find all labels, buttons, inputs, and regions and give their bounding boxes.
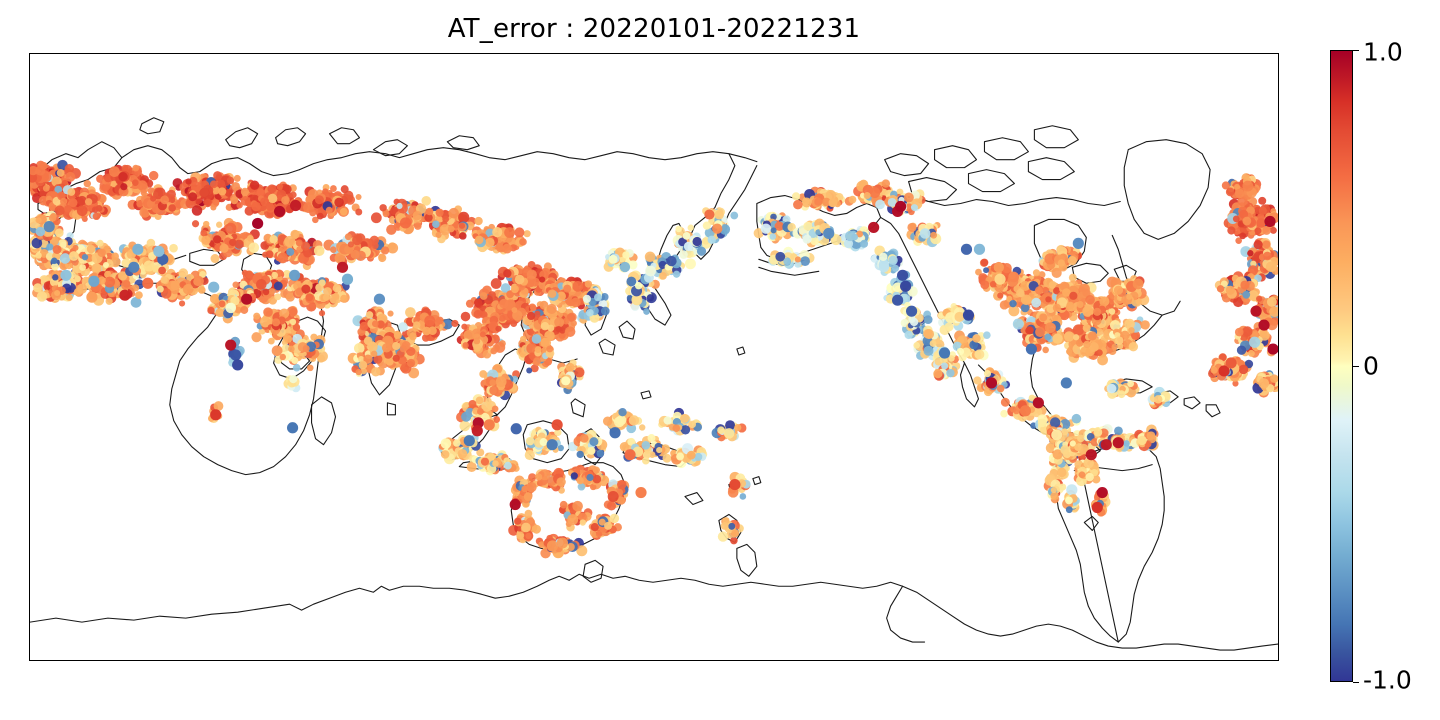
- colorbar-tick-mid: [1353, 366, 1359, 367]
- colorbar-tick-min: [1353, 682, 1359, 683]
- colorbar-label-mid: 0: [1363, 351, 1379, 381]
- colorbar[interactable]: 1.0 0 -1.0: [1330, 40, 1412, 693]
- page-title: AT_error : 20220101-20221231: [447, 14, 861, 44]
- colorbar-label-min: -1.0: [1363, 665, 1412, 695]
- colorbar-gradient: [1330, 50, 1353, 682]
- colorbar-tick-max: [1353, 50, 1359, 51]
- map-axes[interactable]: [29, 53, 1279, 661]
- map-plot-area[interactable]: [30, 54, 1278, 660]
- colorbar-label-max: 1.0: [1363, 37, 1403, 67]
- coastline-layer: [30, 117, 1278, 651]
